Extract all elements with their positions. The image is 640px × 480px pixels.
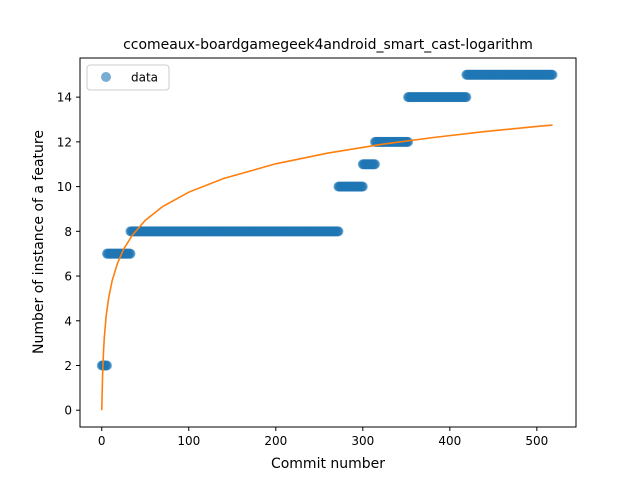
y-tick-label: 2	[64, 359, 72, 373]
data-point	[333, 226, 344, 237]
data-point	[357, 181, 368, 192]
data-point	[547, 69, 558, 80]
legend-label-data: data	[131, 71, 158, 85]
legend: data	[86, 64, 170, 91]
x-tick-label: 0	[98, 434, 106, 448]
data-point	[461, 92, 472, 103]
plot-data-layer	[96, 69, 558, 411]
x-tick-label: 200	[264, 434, 287, 448]
x-tick-label: 500	[525, 434, 548, 448]
y-tick-label: 4	[64, 314, 72, 328]
y-tick-label: 0	[64, 404, 72, 418]
y-axis: 0 2 4 6 8 10 12 14	[57, 91, 80, 418]
data-point	[403, 136, 414, 147]
data-point	[369, 159, 380, 170]
data-point	[125, 248, 136, 259]
fit-line	[100, 124, 553, 411]
x-axis-label: Commit number	[271, 456, 385, 472]
y-tick-label: 6	[64, 270, 72, 284]
data-point	[101, 360, 112, 371]
x-axis: 0 100 200 300 400 500	[98, 427, 548, 448]
y-tick-label: 10	[57, 180, 72, 194]
plot-frame	[79, 57, 577, 428]
chart-title: ccomeaux-boardgamegeek4android_smart_cas…	[123, 37, 533, 53]
y-tick-label: 12	[57, 135, 72, 149]
x-tick-label: 300	[351, 434, 374, 448]
y-tick-label: 14	[57, 91, 72, 105]
y-tick-label: 8	[64, 225, 72, 239]
legend-marker-data	[101, 72, 111, 82]
x-tick-label: 400	[438, 434, 461, 448]
legend-box	[86, 64, 170, 91]
y-axis-label: Number of instance of a feature	[31, 130, 47, 354]
x-tick-label: 100	[177, 434, 200, 448]
